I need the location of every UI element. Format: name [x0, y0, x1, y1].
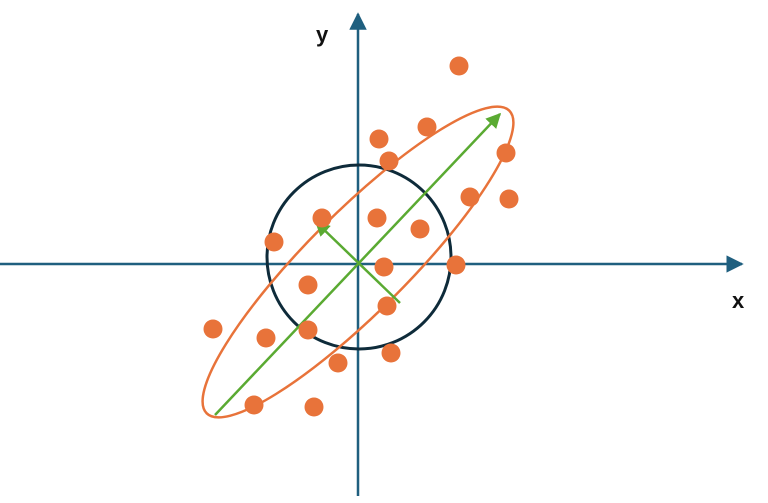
major-axis-vector	[214, 112, 502, 416]
data-point	[410, 219, 430, 239]
data-point	[381, 343, 401, 363]
data-point	[304, 397, 324, 417]
data-point	[328, 353, 348, 373]
x-axis-label: x	[732, 288, 745, 313]
data-point	[377, 296, 397, 316]
data-points	[203, 56, 519, 417]
data-point	[298, 320, 318, 340]
data-point	[446, 255, 466, 275]
data-point	[369, 129, 389, 149]
data-point	[449, 56, 469, 76]
data-point	[460, 187, 480, 207]
data-point	[374, 257, 394, 277]
data-point	[417, 117, 437, 137]
data-point	[499, 189, 519, 209]
data-point	[298, 275, 318, 295]
data-point	[312, 208, 332, 228]
data-point	[264, 232, 284, 252]
data-point	[203, 319, 223, 339]
data-point	[244, 395, 264, 415]
minor-axis-vector	[314, 220, 401, 304]
data-point	[256, 328, 276, 348]
data-point	[367, 208, 387, 228]
y-axis-label: y	[316, 22, 329, 47]
data-point	[496, 143, 516, 163]
data-point	[379, 151, 399, 171]
